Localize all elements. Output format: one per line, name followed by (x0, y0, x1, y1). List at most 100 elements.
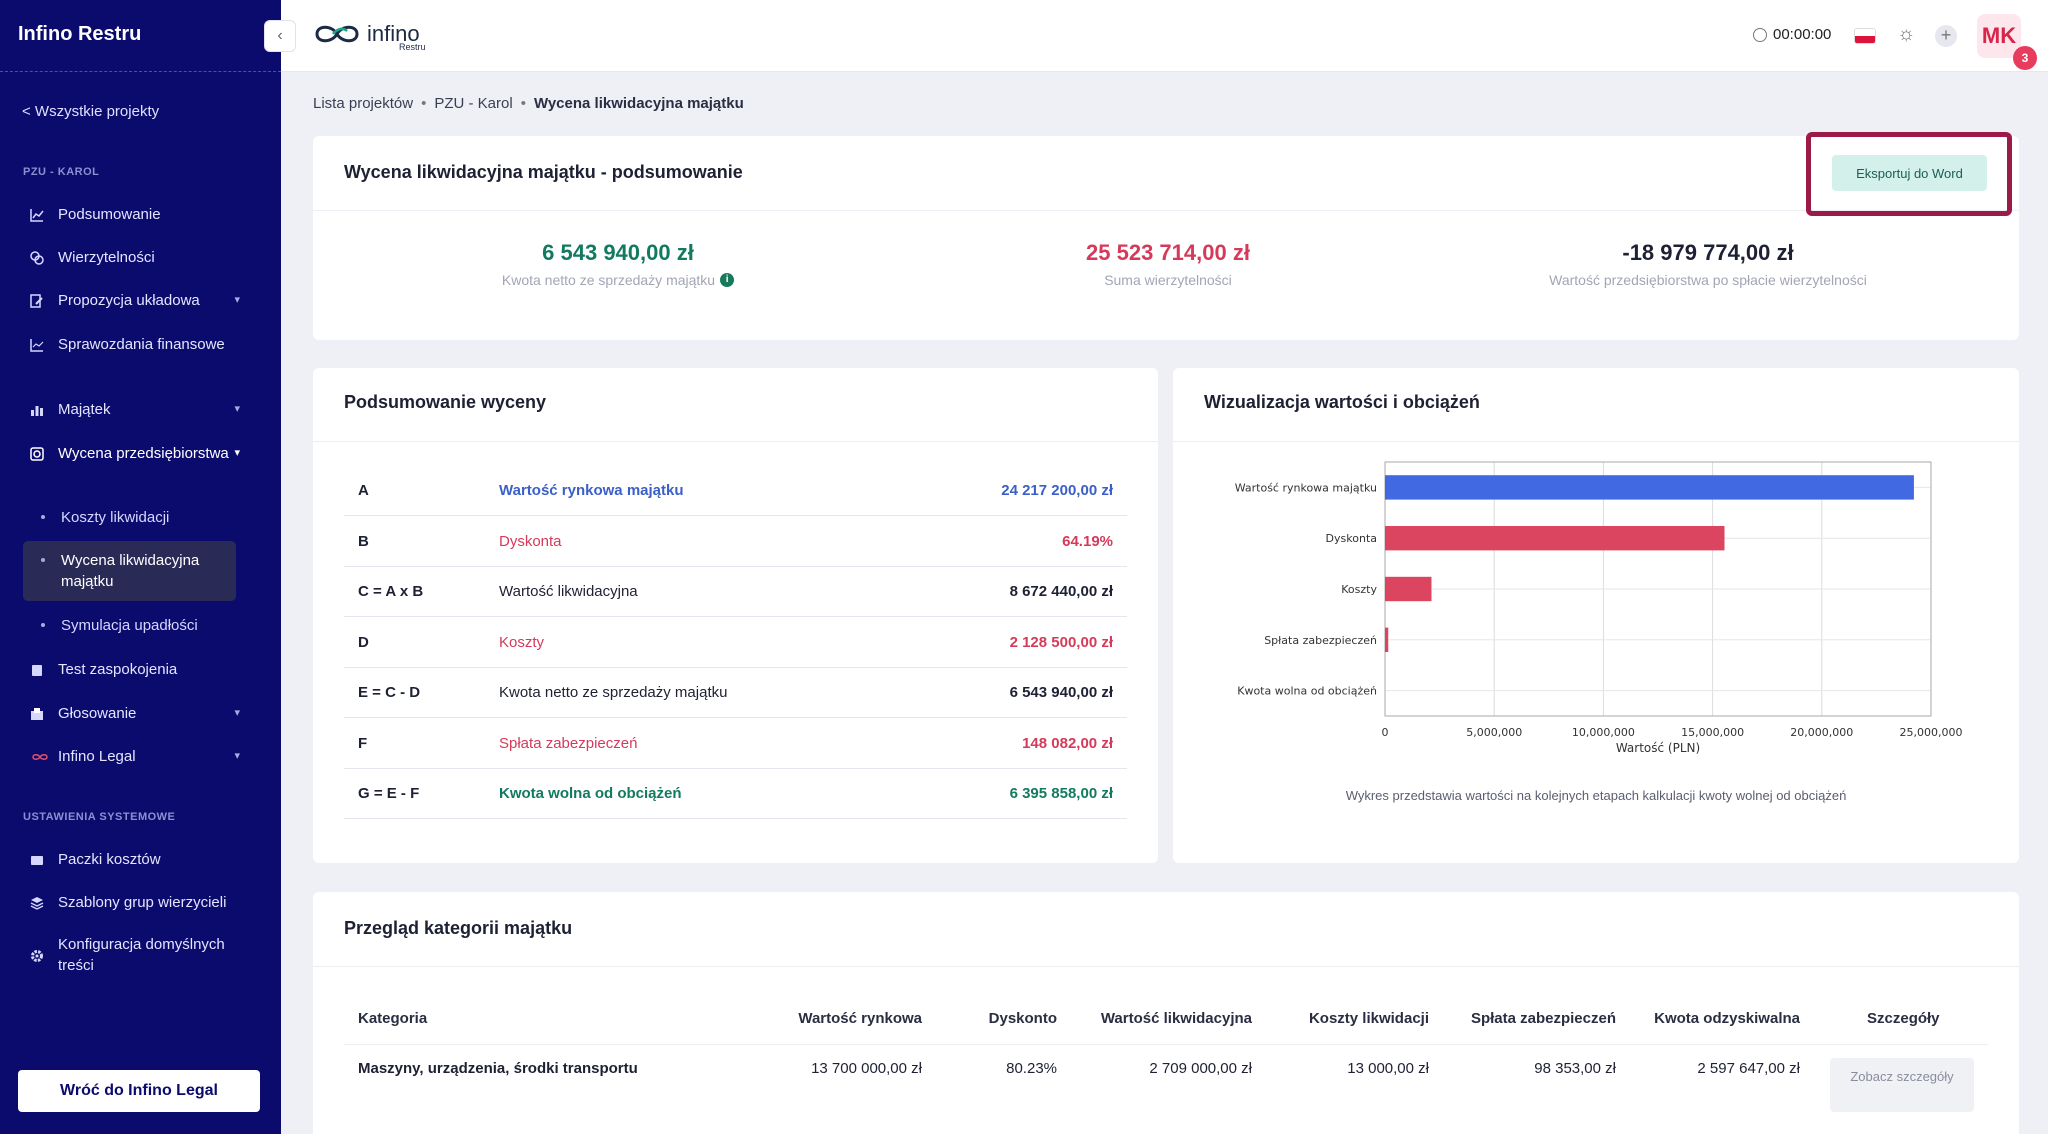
section-system-label: USTAWIENIA SYSTEMOWE (23, 811, 176, 823)
row-label: Koszty (499, 633, 545, 651)
notification-badge[interactable]: 3 (2013, 46, 2037, 70)
sidebar-item-majatek[interactable]: Majątek ▾ (30, 401, 240, 420)
kpi-label: Kwota netto ze sprzedaży majątku (501, 272, 716, 288)
sidebar-item-konfiguracja[interactable]: Konfiguracja domyślnych treści (30, 936, 240, 976)
infinity-icon (32, 754, 48, 760)
infino-logo-icon (315, 25, 359, 43)
kpi-value: 25 523 714,00 zł (1086, 240, 1250, 265)
row-label: Wartość rynkowa majątku (499, 482, 684, 499)
sidebar-item-label: Wierzytelności (58, 249, 155, 266)
plus-icon[interactable]: + (1935, 25, 1957, 47)
row-value: 2 128 500,00 zł (1009, 633, 1113, 651)
coins-icon (30, 251, 44, 265)
column-header[interactable]: Kategoria (358, 1010, 428, 1027)
row-value: 8 672 440,00 zł (1009, 583, 1113, 600)
categories-title: Przegląd kategorii majątku (344, 918, 573, 938)
valuation-row: E = C - D Kwota netto ze sprzedaży majątk… (344, 667, 1127, 718)
session-timer[interactable]: 00:00:00 (1753, 26, 1831, 43)
x-tick-label: 5,000,000 (1466, 726, 1522, 739)
sidebar: Infino Restru < Wszystkie projekty PZU -… (0, 0, 281, 1134)
sidebar-item-test[interactable]: Test zaspokojenia (30, 661, 240, 680)
asset-categories-card: Przegląd kategorii majątku Kategoria War… (313, 892, 2019, 1134)
valuation-summary-card: Podsumowanie wyceny A Wartość rynkowa maj… (313, 368, 1158, 863)
column-header[interactable]: Dyskonto (988, 1010, 1057, 1027)
all-projects-link[interactable]: < Wszystkie projekty (22, 103, 160, 120)
row-code: F (358, 734, 368, 752)
column-header[interactable]: Koszty likwidacji (1308, 1010, 1429, 1027)
sidebar-subitem-wycena-likwidacyjna[interactable]: Wycena likwidacyjna majątku (41, 550, 221, 592)
view-details-button[interactable]: Zobacz szczegóły (1830, 1058, 1974, 1112)
row-label: Dyskonta (499, 532, 562, 550)
column-header[interactable]: Wartość rynkowa (798, 1010, 922, 1027)
sidebar-subitem-symulacja[interactable]: Symulacja upadłości (41, 615, 198, 636)
bar-chart-icon (31, 406, 43, 416)
column-header[interactable]: Kwota odzyskiwalna (1654, 1010, 1800, 1027)
valuation-row: C = A x B Wartość likwidacyjna 8 672 440,0… (344, 566, 1127, 617)
y-tick-label: Wartość rynkowa majątku (1235, 481, 1377, 494)
chevron-left-icon: ‹ (277, 27, 283, 44)
divider (313, 210, 2019, 211)
sidebar-collapse-button[interactable]: ‹ (264, 20, 296, 52)
summary-card: Wycena likwidacyjna majątku - podsumowan… (313, 136, 2019, 340)
summary-title: Wycena likwidacyjna majątku - podsumowan… (344, 162, 743, 182)
sidebar-item-wierzytelnosci[interactable]: Wierzytelności (30, 249, 240, 268)
column-header[interactable]: Wartość likwidacyjna (1100, 1010, 1252, 1027)
table-cell: 2 709 000,00 zł (1149, 1060, 1252, 1077)
sidebar-item-podsumowanie[interactable]: Podsumowanie (30, 206, 240, 225)
info-icon[interactable]: i (720, 273, 735, 287)
row-code: A (358, 482, 369, 499)
sidebar-item-label: Głosowanie (58, 705, 137, 722)
sidebar-item-glosowanie[interactable]: Głosowanie ▾ (30, 705, 240, 724)
valuation-row: A Wartość rynkowa majątku 24 217 200,00 zł (344, 465, 1127, 516)
kpi-label: Wartość przedsiębiorstwa po spłacie wier… (1549, 272, 1867, 288)
sidebar-subitem-label: Symulacja upadłości (61, 617, 198, 634)
row-code: E = C - D (358, 684, 421, 701)
sidebar-item-wycena[interactable]: Wycena przedsiębiorstwa ▾ (30, 445, 240, 464)
divider (344, 1044, 1988, 1045)
back-to-infino-legal-button[interactable]: Wróć do Infino Legal (18, 1070, 260, 1112)
bar (1385, 475, 1914, 500)
sidebar-subitem-label: Wycena likwidacyjna majątku (61, 552, 200, 590)
table-cell: 2 597 647,00 zł (1697, 1060, 1800, 1077)
export-to-word-button[interactable]: Eksportuj do Word (1832, 155, 1987, 191)
column-header[interactable]: Spłata zabezpieczeń (1470, 1010, 1616, 1027)
sidebar-item-label: Propozycja układowa (58, 292, 200, 309)
x-tick-label: 0 (1382, 726, 1389, 739)
sidebar-item-label: Infino Legal (58, 748, 136, 765)
sidebar-item-sprawozdania[interactable]: Sprawozdania finansowe (30, 336, 240, 355)
breadcrumb-item[interactable]: PZU - Karol (434, 95, 513, 112)
divider (313, 441, 1158, 442)
column-header[interactable]: Szczegóły (1867, 1010, 1940, 1027)
row-label: Wartość likwidacyjna (499, 583, 638, 600)
sun-icon[interactable]: ☼ (1897, 23, 1916, 45)
sidebar-item-label: Test zaspokojenia (58, 661, 178, 678)
bar (1385, 627, 1389, 652)
sidebar-item-paczki[interactable]: Paczki kosztów (30, 851, 240, 870)
breadcrumb-item[interactable]: Lista projektów (313, 95, 414, 112)
document-edit-icon (30, 294, 43, 308)
sidebar-subitem-koszty[interactable]: Koszty likwidacji (40, 507, 169, 528)
sidebar-item-propozycja[interactable]: Propozycja układowa ▾ (30, 292, 240, 311)
table-cell: Maszyny, urządzenia, środki transportu (358, 1060, 638, 1077)
sidebar-brand: Infino Restru (18, 23, 142, 45)
ballot-icon (31, 708, 43, 720)
visualization-card: Wizualizacja wartości i obciążeń 0 5,000,… (1173, 368, 2019, 863)
user-avatar[interactable]: MK (1977, 14, 2021, 58)
app-logo[interactable]: infino Restru (313, 20, 426, 52)
sidebar-item-label: Podsumowanie (58, 206, 161, 223)
breadcrumb-separator: • (520, 95, 526, 112)
chevron-down-icon: ▾ (234, 447, 240, 459)
row-label: Spłata zabezpieczeń (499, 734, 638, 752)
kpi-label: Suma wierzytelności (1104, 272, 1232, 288)
bar (1385, 526, 1725, 551)
valuation-row: D Koszty 2 128 500,00 zł (344, 617, 1127, 668)
table-cell: 98 353,00 zł (1534, 1060, 1616, 1077)
kpi-value: -18 979 774,00 zł (1622, 240, 1794, 265)
poland-flag-icon[interactable] (1854, 28, 1876, 44)
kpi-enterprise-value: -18 979 774,00 zł Wartość przedsiębiorst… (1498, 240, 1918, 288)
sidebar-item-infino-legal[interactable]: Infino Legal ▾ (30, 748, 240, 767)
sidebar-item-szablony[interactable]: Szablony grup wierzycieli (30, 894, 240, 913)
sidebar-item-label: Konfiguracja domyślnych treści (58, 936, 225, 974)
divider (313, 966, 2019, 967)
table-cell: 80.23% (1006, 1060, 1057, 1077)
